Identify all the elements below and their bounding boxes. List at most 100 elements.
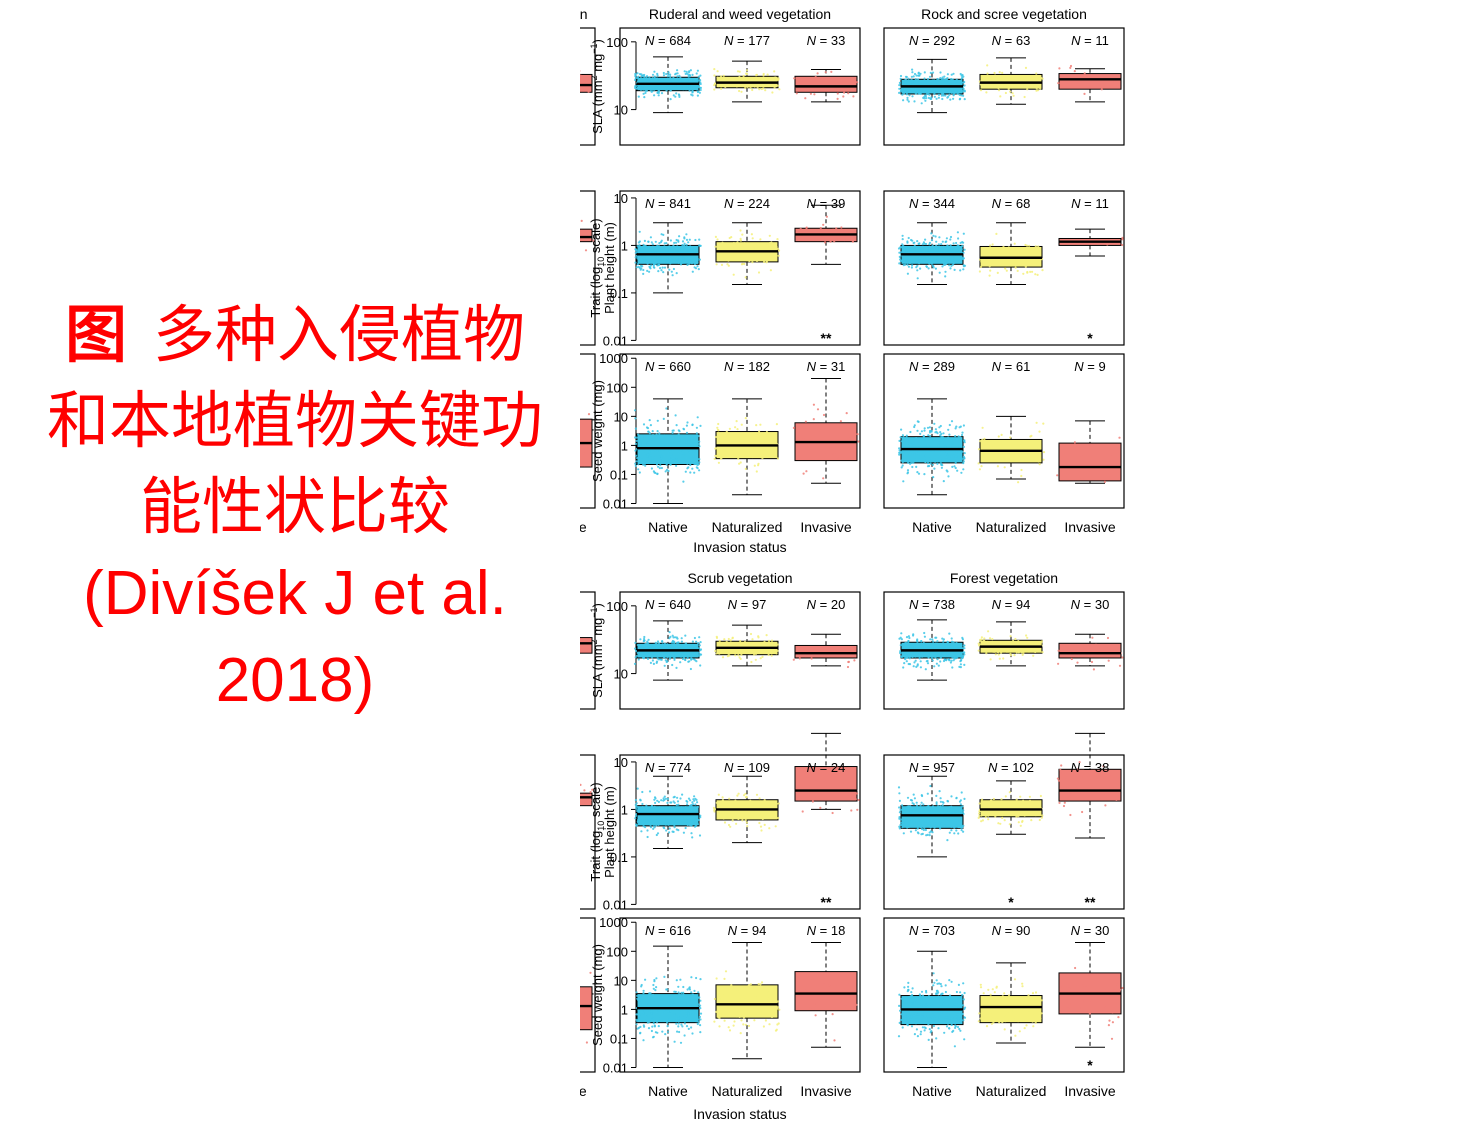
data-point <box>661 79 664 82</box>
data-point <box>777 84 780 87</box>
data-point <box>715 652 718 655</box>
data-point <box>1003 466 1006 469</box>
data-point <box>660 233 663 236</box>
data-point <box>918 652 921 655</box>
data-point <box>985 91 988 94</box>
data-point <box>691 270 694 273</box>
data-point <box>1030 434 1033 437</box>
data-point <box>906 458 910 461</box>
data-point <box>951 259 955 262</box>
data-point <box>763 260 766 264</box>
data-point <box>725 446 728 449</box>
data-point <box>580 649 581 652</box>
data-point <box>739 639 742 643</box>
data-point <box>663 245 666 248</box>
data-point <box>638 247 641 250</box>
data-point <box>698 238 701 241</box>
data-point <box>678 235 681 238</box>
data-point <box>761 650 765 653</box>
data-point <box>674 95 677 98</box>
data-point <box>765 260 768 263</box>
data-point <box>718 257 721 260</box>
data-point <box>658 647 661 650</box>
panel-frame <box>580 190 596 346</box>
data-point <box>634 462 637 465</box>
data-point <box>1077 80 1081 84</box>
data-point <box>898 84 901 87</box>
data-point <box>945 262 948 265</box>
data-point <box>907 461 910 464</box>
data-point <box>923 452 926 455</box>
data-point <box>852 447 855 450</box>
data-point <box>943 443 946 446</box>
data-point <box>659 464 662 467</box>
data-point <box>1023 75 1026 78</box>
data-point <box>665 407 668 410</box>
data-point <box>717 429 720 432</box>
height-axis-label: Plant height (m) <box>602 786 617 878</box>
data-point <box>639 264 643 267</box>
data-point <box>958 246 962 249</box>
data-point <box>924 259 927 262</box>
data-point <box>667 251 670 254</box>
data-point <box>659 654 662 657</box>
data-point <box>960 433 964 437</box>
data-point <box>755 470 758 473</box>
data-point <box>654 240 657 243</box>
data-point <box>634 74 637 78</box>
data-point <box>676 85 679 88</box>
y-axis-title-sla: SLA (mm2 mg−1) <box>589 603 605 698</box>
data-point <box>916 664 919 667</box>
data-point <box>1091 636 1094 639</box>
data-point <box>672 94 675 97</box>
data-point <box>719 244 722 247</box>
data-point <box>675 92 678 95</box>
data-point <box>641 87 644 90</box>
data-point <box>901 259 904 262</box>
data-point <box>660 652 663 655</box>
data-point <box>638 248 641 251</box>
data-point <box>652 265 655 269</box>
data-point <box>1042 458 1045 461</box>
data-point <box>996 649 999 652</box>
data-point <box>941 265 944 268</box>
data-point <box>937 81 940 84</box>
data-point <box>946 73 949 76</box>
data-point <box>953 268 956 271</box>
data-point <box>697 642 700 645</box>
panel-frame <box>619 190 861 346</box>
data-point <box>684 248 687 252</box>
data-point <box>940 466 943 469</box>
data-point <box>1024 243 1027 247</box>
data-point <box>900 451 903 454</box>
data-point <box>914 458 918 461</box>
data-point <box>916 429 919 432</box>
data-point <box>940 432 943 436</box>
data-point <box>659 80 662 84</box>
data-point <box>917 255 920 258</box>
data-point <box>689 249 692 252</box>
data-point <box>642 74 645 77</box>
data-point <box>658 467 661 470</box>
data-point <box>638 230 641 233</box>
data-point <box>681 243 684 247</box>
data-point <box>920 102 923 105</box>
data-point <box>898 453 901 456</box>
data-point <box>649 424 652 427</box>
data-point <box>947 658 950 661</box>
y-tick-label: 0.01 <box>603 496 628 511</box>
data-point <box>643 653 646 656</box>
data-point <box>1013 242 1016 245</box>
data-point <box>670 257 673 261</box>
data-point <box>917 260 920 263</box>
data-point <box>774 84 777 87</box>
data-point <box>913 661 916 664</box>
data-point <box>1067 648 1070 651</box>
data-point <box>1025 634 1028 637</box>
data-point <box>648 258 651 261</box>
data-point <box>947 80 950 83</box>
data-point <box>1009 452 1012 455</box>
data-point <box>927 249 931 252</box>
